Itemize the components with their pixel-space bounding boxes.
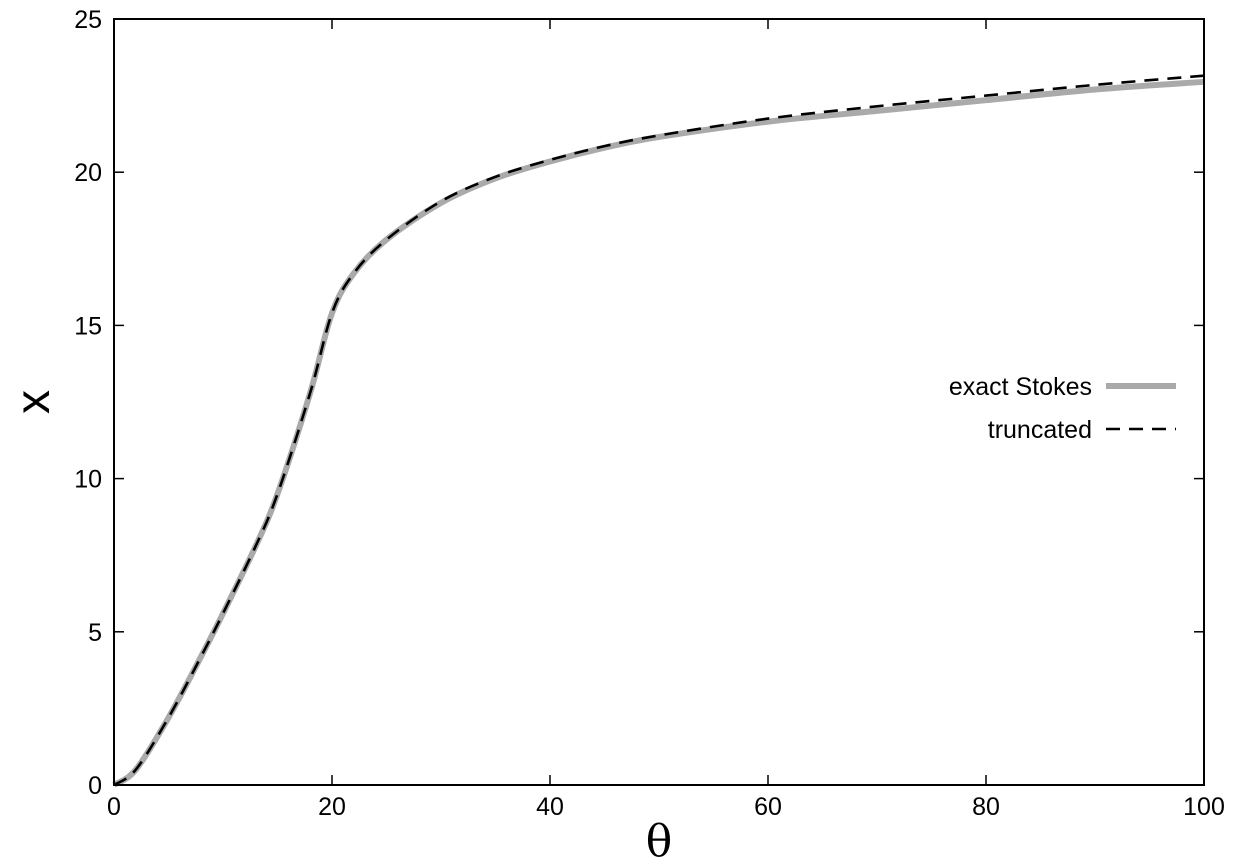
x-axis-label: θ bbox=[646, 816, 673, 864]
y-tick-label: 15 bbox=[74, 312, 102, 340]
y-tick-label: 25 bbox=[74, 6, 102, 34]
legend-label: exact Stokes bbox=[949, 373, 1092, 401]
y-axis-label: x bbox=[7, 390, 60, 414]
plot-series bbox=[112, 74, 1205, 788]
axis-ticks bbox=[113, 18, 1205, 786]
series-line-truncated bbox=[113, 74, 1205, 787]
x-tick-label: 40 bbox=[536, 793, 564, 821]
x-tick-label: 80 bbox=[972, 793, 1000, 821]
axis-tick-labels: 0 20 40 60 80 100 0 5 10 15 20 25 bbox=[74, 6, 1225, 821]
legend-label: truncated bbox=[988, 416, 1092, 444]
x-tick-label: 20 bbox=[318, 793, 346, 821]
x-tick-label: 60 bbox=[754, 793, 782, 821]
x-tick-label: 100 bbox=[1183, 793, 1225, 821]
y-tick-label: 0 bbox=[88, 772, 102, 800]
y-tick-label: 20 bbox=[74, 159, 102, 187]
y-tick-label: 5 bbox=[88, 619, 102, 647]
plot-frame bbox=[113, 18, 1205, 786]
legend: exact Stokes truncated bbox=[949, 373, 1176, 444]
x-tick-label: 0 bbox=[107, 793, 121, 821]
y-tick-label: 10 bbox=[74, 466, 102, 494]
